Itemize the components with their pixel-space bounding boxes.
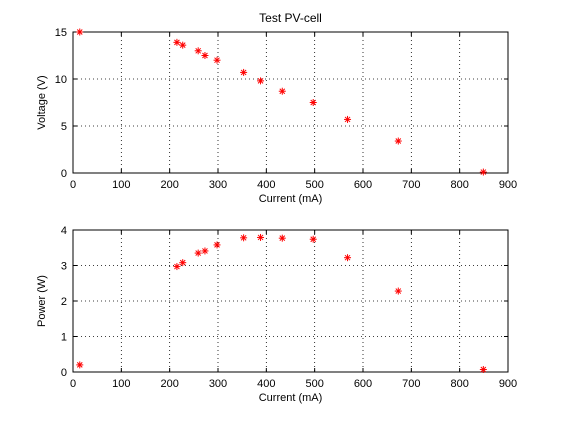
marker-stroke xyxy=(179,42,186,49)
data-point xyxy=(479,168,487,176)
y-tick-label: 2 xyxy=(61,296,67,308)
data-point xyxy=(76,28,84,36)
x-tick-label: 0 xyxy=(70,179,76,191)
marker-stroke xyxy=(279,235,286,242)
data-point xyxy=(194,249,202,257)
y-tick-label: 1 xyxy=(61,332,67,344)
x-tick-label: 300 xyxy=(209,378,227,390)
data-point xyxy=(201,247,209,255)
data-point xyxy=(173,38,181,46)
marker-stroke xyxy=(395,288,402,294)
x-tick-label: 400 xyxy=(257,179,275,191)
x-tick-label: 600 xyxy=(354,378,372,390)
y-tick-label: 5 xyxy=(61,121,67,133)
y-tick-label: 0 xyxy=(61,168,67,180)
y-tick-label: 4 xyxy=(61,225,67,237)
marker-stroke xyxy=(310,99,317,106)
marker-stroke xyxy=(174,263,180,270)
x-tick-label: 0 xyxy=(70,378,76,390)
data-point xyxy=(76,361,84,369)
plot-area xyxy=(73,32,508,173)
data-point xyxy=(173,263,181,271)
marker-stroke xyxy=(257,234,264,241)
marker-stroke xyxy=(202,248,208,254)
marker-stroke xyxy=(480,169,487,175)
data-point xyxy=(240,234,248,242)
data-point xyxy=(394,287,402,295)
data-point xyxy=(278,87,286,95)
x-tick-label: 200 xyxy=(160,179,178,191)
x-tick-label: 100 xyxy=(112,179,130,191)
marker-stroke xyxy=(179,259,186,266)
data-point xyxy=(179,259,187,267)
x-tick-label: 900 xyxy=(499,378,517,390)
x-tick-label: 500 xyxy=(305,179,323,191)
plot-area xyxy=(73,230,508,372)
x-tick-label: 900 xyxy=(499,179,517,191)
marker-stroke xyxy=(240,69,247,76)
data-point xyxy=(344,115,352,123)
data-point xyxy=(278,234,286,242)
x-axis-label: Current (mA) xyxy=(259,193,323,205)
marker-stroke xyxy=(195,250,202,256)
data-point xyxy=(344,254,352,262)
x-tick-label: 700 xyxy=(402,179,420,191)
marker-stroke xyxy=(195,47,202,54)
data-point xyxy=(213,241,221,249)
marker-stroke xyxy=(174,39,180,46)
data-point xyxy=(194,47,202,55)
data-point xyxy=(240,68,248,76)
plot-2: 0 100 200 300 400 500 600 700 800 900 0 1 2 3 4 Current… xyxy=(36,225,517,404)
axes-box xyxy=(72,229,509,373)
marker-stroke xyxy=(310,236,317,243)
marker-stroke xyxy=(240,234,247,241)
axes-box xyxy=(72,31,509,174)
marker-stroke xyxy=(344,254,351,261)
x-tick-label: 700 xyxy=(402,378,420,390)
data-point xyxy=(479,366,487,374)
x-tick-label: 100 xyxy=(112,378,130,390)
marker-stroke xyxy=(202,52,208,59)
data-point xyxy=(394,137,402,145)
marker-stroke xyxy=(395,138,402,144)
data-point xyxy=(179,41,187,49)
marker-stroke xyxy=(480,366,487,373)
x-tick-label: 800 xyxy=(450,179,468,191)
marker-stroke xyxy=(344,116,351,123)
x-tick-label: 600 xyxy=(354,179,372,191)
x-tick-label: 800 xyxy=(450,378,468,390)
data-point xyxy=(257,233,265,241)
x-tick-label: 500 xyxy=(305,378,323,390)
y-axis-label: Power (W) xyxy=(36,275,48,327)
y-axis-label: Voltage (V) xyxy=(36,75,48,129)
data-point xyxy=(309,235,317,243)
marker-stroke xyxy=(257,78,264,84)
x-tick-label: 300 xyxy=(209,179,227,191)
marker-stroke xyxy=(214,242,220,248)
data-point xyxy=(309,99,317,106)
y-tick-label: 0 xyxy=(61,367,67,379)
y-tick-label: 15 xyxy=(55,27,67,39)
marker-stroke xyxy=(214,57,220,64)
data-point xyxy=(257,77,265,85)
x-tick-label: 400 xyxy=(257,378,275,390)
x-tick-label: 200 xyxy=(160,378,178,390)
y-tick-label: 10 xyxy=(55,74,67,86)
marker-stroke xyxy=(76,29,83,35)
data-point xyxy=(213,56,221,64)
x-axis-label: Current (mA) xyxy=(259,392,323,404)
plot-1: 0 100 200 300 400 500 600 700 800 900 0 5 10 15 Test P… xyxy=(36,11,517,205)
y-tick-label: 3 xyxy=(61,261,67,273)
chart-title: Test PV-cell xyxy=(259,11,322,25)
data-point xyxy=(201,52,209,59)
marker-stroke xyxy=(76,362,83,368)
marker-stroke xyxy=(279,88,286,95)
